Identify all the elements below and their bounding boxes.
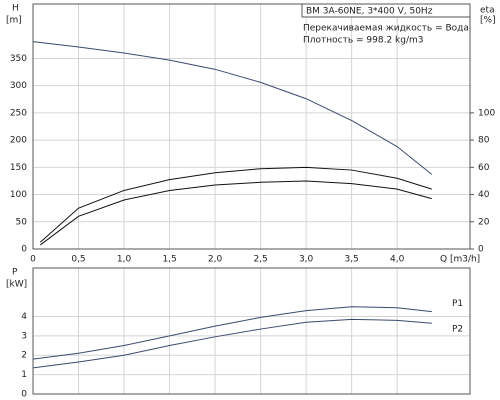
series-label: P2 — [452, 325, 463, 335]
y2-tick-label: 20 — [478, 217, 490, 227]
y-tick-label: 0 — [21, 245, 27, 255]
curve — [39, 180, 432, 246]
y2-tick-label: 40 — [478, 190, 490, 200]
y-tick-label: 200 — [10, 136, 27, 146]
x-tick-label: 1,0 — [117, 255, 132, 265]
y-tick-label: 150 — [10, 163, 27, 173]
y-tick-label: 4 — [21, 312, 27, 322]
x-tick-label: 3,0 — [299, 255, 314, 265]
curve — [32, 41, 433, 175]
curve — [32, 306, 432, 360]
title-box — [301, 3, 471, 18]
y-tick-label: 3 — [21, 331, 27, 341]
series-label: P1 — [452, 299, 463, 309]
x-tick-label: 3,5 — [344, 255, 358, 265]
annotation: Плотность = 998.2 kg/m3 — [303, 36, 424, 46]
x-tick-label: 0 — [30, 255, 36, 265]
y2-tick-label: 80 — [478, 136, 490, 146]
y2-label: eta — [480, 6, 495, 16]
y-tick-label: 300 — [10, 81, 27, 91]
curve — [39, 166, 432, 243]
y-label: P — [12, 268, 18, 278]
y-unit: [kW] — [6, 280, 27, 290]
plot-frame — [32, 3, 471, 250]
x-label: Q [m3/h] — [440, 255, 480, 265]
x-tick-label: 2,0 — [208, 255, 223, 265]
y-tick-label: 50 — [16, 217, 28, 227]
y-label: H — [12, 4, 19, 14]
y-unit: [m] — [6, 16, 22, 26]
x-tick-label: 4,0 — [390, 255, 405, 265]
y-tick-label: 100 — [10, 190, 27, 200]
plot-frame — [32, 267, 471, 395]
curve — [32, 318, 432, 369]
y-tick-label: 350 — [10, 54, 27, 64]
x-tick-label: 2,5 — [253, 255, 267, 265]
x-tick-label: 1,5 — [162, 255, 176, 265]
chart-title: BM 3A-60NE, 3*400 V, 50Hz — [306, 7, 433, 17]
annotation: Перекачиваемая жидкость = Вода — [303, 24, 469, 34]
y2-tick-label: 0 — [478, 245, 484, 255]
x-tick-label: 0,5 — [71, 255, 85, 265]
y2-unit: [%] — [480, 16, 496, 26]
y-tick-label: 250 — [10, 108, 27, 118]
y2-tick-label: 100 — [478, 108, 495, 118]
y-tick-label: 0 — [21, 390, 27, 400]
y2-tick-label: 60 — [478, 163, 490, 173]
y-tick-label: 2 — [21, 351, 27, 361]
y-tick-label: 1 — [21, 370, 27, 380]
